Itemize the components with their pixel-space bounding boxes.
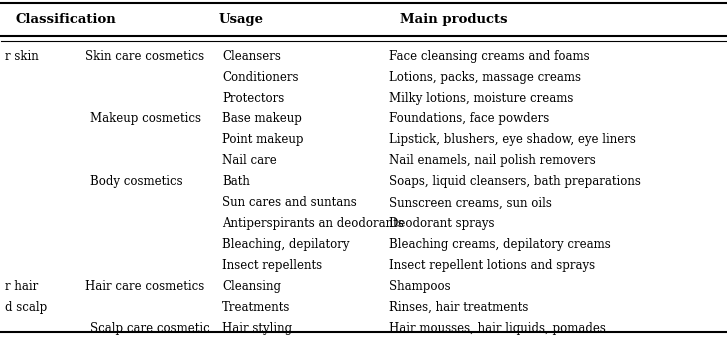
Text: Hair styling: Hair styling bbox=[222, 322, 292, 335]
Text: Milky lotions, moisture creams: Milky lotions, moisture creams bbox=[389, 92, 573, 104]
Text: Treatments: Treatments bbox=[222, 301, 291, 314]
Text: Usage: Usage bbox=[219, 13, 264, 26]
Text: Hair mousses, hair liquids, pomades: Hair mousses, hair liquids, pomades bbox=[389, 322, 606, 335]
Text: Classification: Classification bbox=[16, 13, 116, 26]
Text: r hair: r hair bbox=[5, 280, 39, 293]
Text: Insect repellent lotions and sprays: Insect repellent lotions and sprays bbox=[389, 259, 595, 272]
Text: Bleaching, depilatory: Bleaching, depilatory bbox=[222, 238, 350, 251]
Text: Body cosmetics: Body cosmetics bbox=[89, 175, 182, 188]
Text: Bath: Bath bbox=[222, 175, 250, 188]
Text: Lotions, packs, massage creams: Lotions, packs, massage creams bbox=[389, 71, 581, 84]
Text: Rinses, hair treatments: Rinses, hair treatments bbox=[389, 301, 529, 314]
Text: Hair care cosmetics: Hair care cosmetics bbox=[84, 280, 204, 293]
Text: Sun cares and suntans: Sun cares and suntans bbox=[222, 196, 357, 209]
Text: Lipstick, blushers, eye shadow, eye liners: Lipstick, blushers, eye shadow, eye line… bbox=[389, 134, 635, 146]
Text: Conditioners: Conditioners bbox=[222, 71, 299, 84]
Text: Cleansers: Cleansers bbox=[222, 49, 281, 63]
Text: Nail care: Nail care bbox=[222, 154, 277, 167]
Text: Point makeup: Point makeup bbox=[222, 134, 304, 146]
Text: Bleaching creams, depilatory creams: Bleaching creams, depilatory creams bbox=[389, 238, 611, 251]
Text: Scalp care cosmetic: Scalp care cosmetic bbox=[89, 322, 209, 335]
Text: Soaps, liquid cleansers, bath preparations: Soaps, liquid cleansers, bath preparatio… bbox=[389, 175, 640, 188]
Text: Main products: Main products bbox=[400, 13, 507, 26]
Text: Protectors: Protectors bbox=[222, 92, 284, 104]
Text: Foundations, face powders: Foundations, face powders bbox=[389, 113, 549, 125]
Text: Nail enamels, nail polish removers: Nail enamels, nail polish removers bbox=[389, 154, 595, 167]
Text: Base makeup: Base makeup bbox=[222, 113, 302, 125]
Text: Shampoos: Shampoos bbox=[389, 280, 451, 293]
Text: r skin: r skin bbox=[5, 49, 39, 63]
Text: Sunscreen creams, sun oils: Sunscreen creams, sun oils bbox=[389, 196, 552, 209]
Text: Deodorant sprays: Deodorant sprays bbox=[389, 217, 494, 230]
Text: Insect repellents: Insect repellents bbox=[222, 259, 322, 272]
Text: d scalp: d scalp bbox=[5, 301, 47, 314]
Text: Antiperspirants an deodorants: Antiperspirants an deodorants bbox=[222, 217, 404, 230]
Text: Makeup cosmetics: Makeup cosmetics bbox=[89, 113, 201, 125]
Text: Face cleansing creams and foams: Face cleansing creams and foams bbox=[389, 49, 590, 63]
Text: Cleansing: Cleansing bbox=[222, 280, 281, 293]
Text: Skin care cosmetics: Skin care cosmetics bbox=[84, 49, 204, 63]
